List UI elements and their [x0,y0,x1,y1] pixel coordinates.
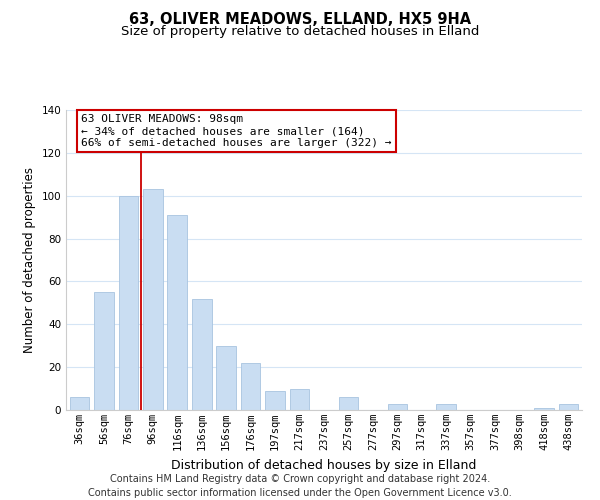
Text: Contains HM Land Registry data © Crown copyright and database right 2024.
Contai: Contains HM Land Registry data © Crown c… [88,474,512,498]
Bar [192,298,212,410]
Bar [143,190,163,410]
Bar [217,346,236,410]
Bar [265,390,285,410]
Text: 63, OLIVER MEADOWS, ELLAND, HX5 9HA: 63, OLIVER MEADOWS, ELLAND, HX5 9HA [129,12,471,28]
Bar [94,292,113,410]
Bar [559,404,578,410]
Bar [338,397,358,410]
Text: 63 OLIVER MEADOWS: 98sqm
← 34% of detached houses are smaller (164)
66% of semi-: 63 OLIVER MEADOWS: 98sqm ← 34% of detach… [82,114,392,148]
Bar [119,196,138,410]
Bar [241,363,260,410]
Bar [535,408,554,410]
Bar [167,215,187,410]
Bar [388,404,407,410]
Y-axis label: Number of detached properties: Number of detached properties [23,167,36,353]
Bar [290,388,310,410]
Text: Size of property relative to detached houses in Elland: Size of property relative to detached ho… [121,25,479,38]
X-axis label: Distribution of detached houses by size in Elland: Distribution of detached houses by size … [172,458,476,471]
Bar [70,397,89,410]
Bar [436,404,456,410]
